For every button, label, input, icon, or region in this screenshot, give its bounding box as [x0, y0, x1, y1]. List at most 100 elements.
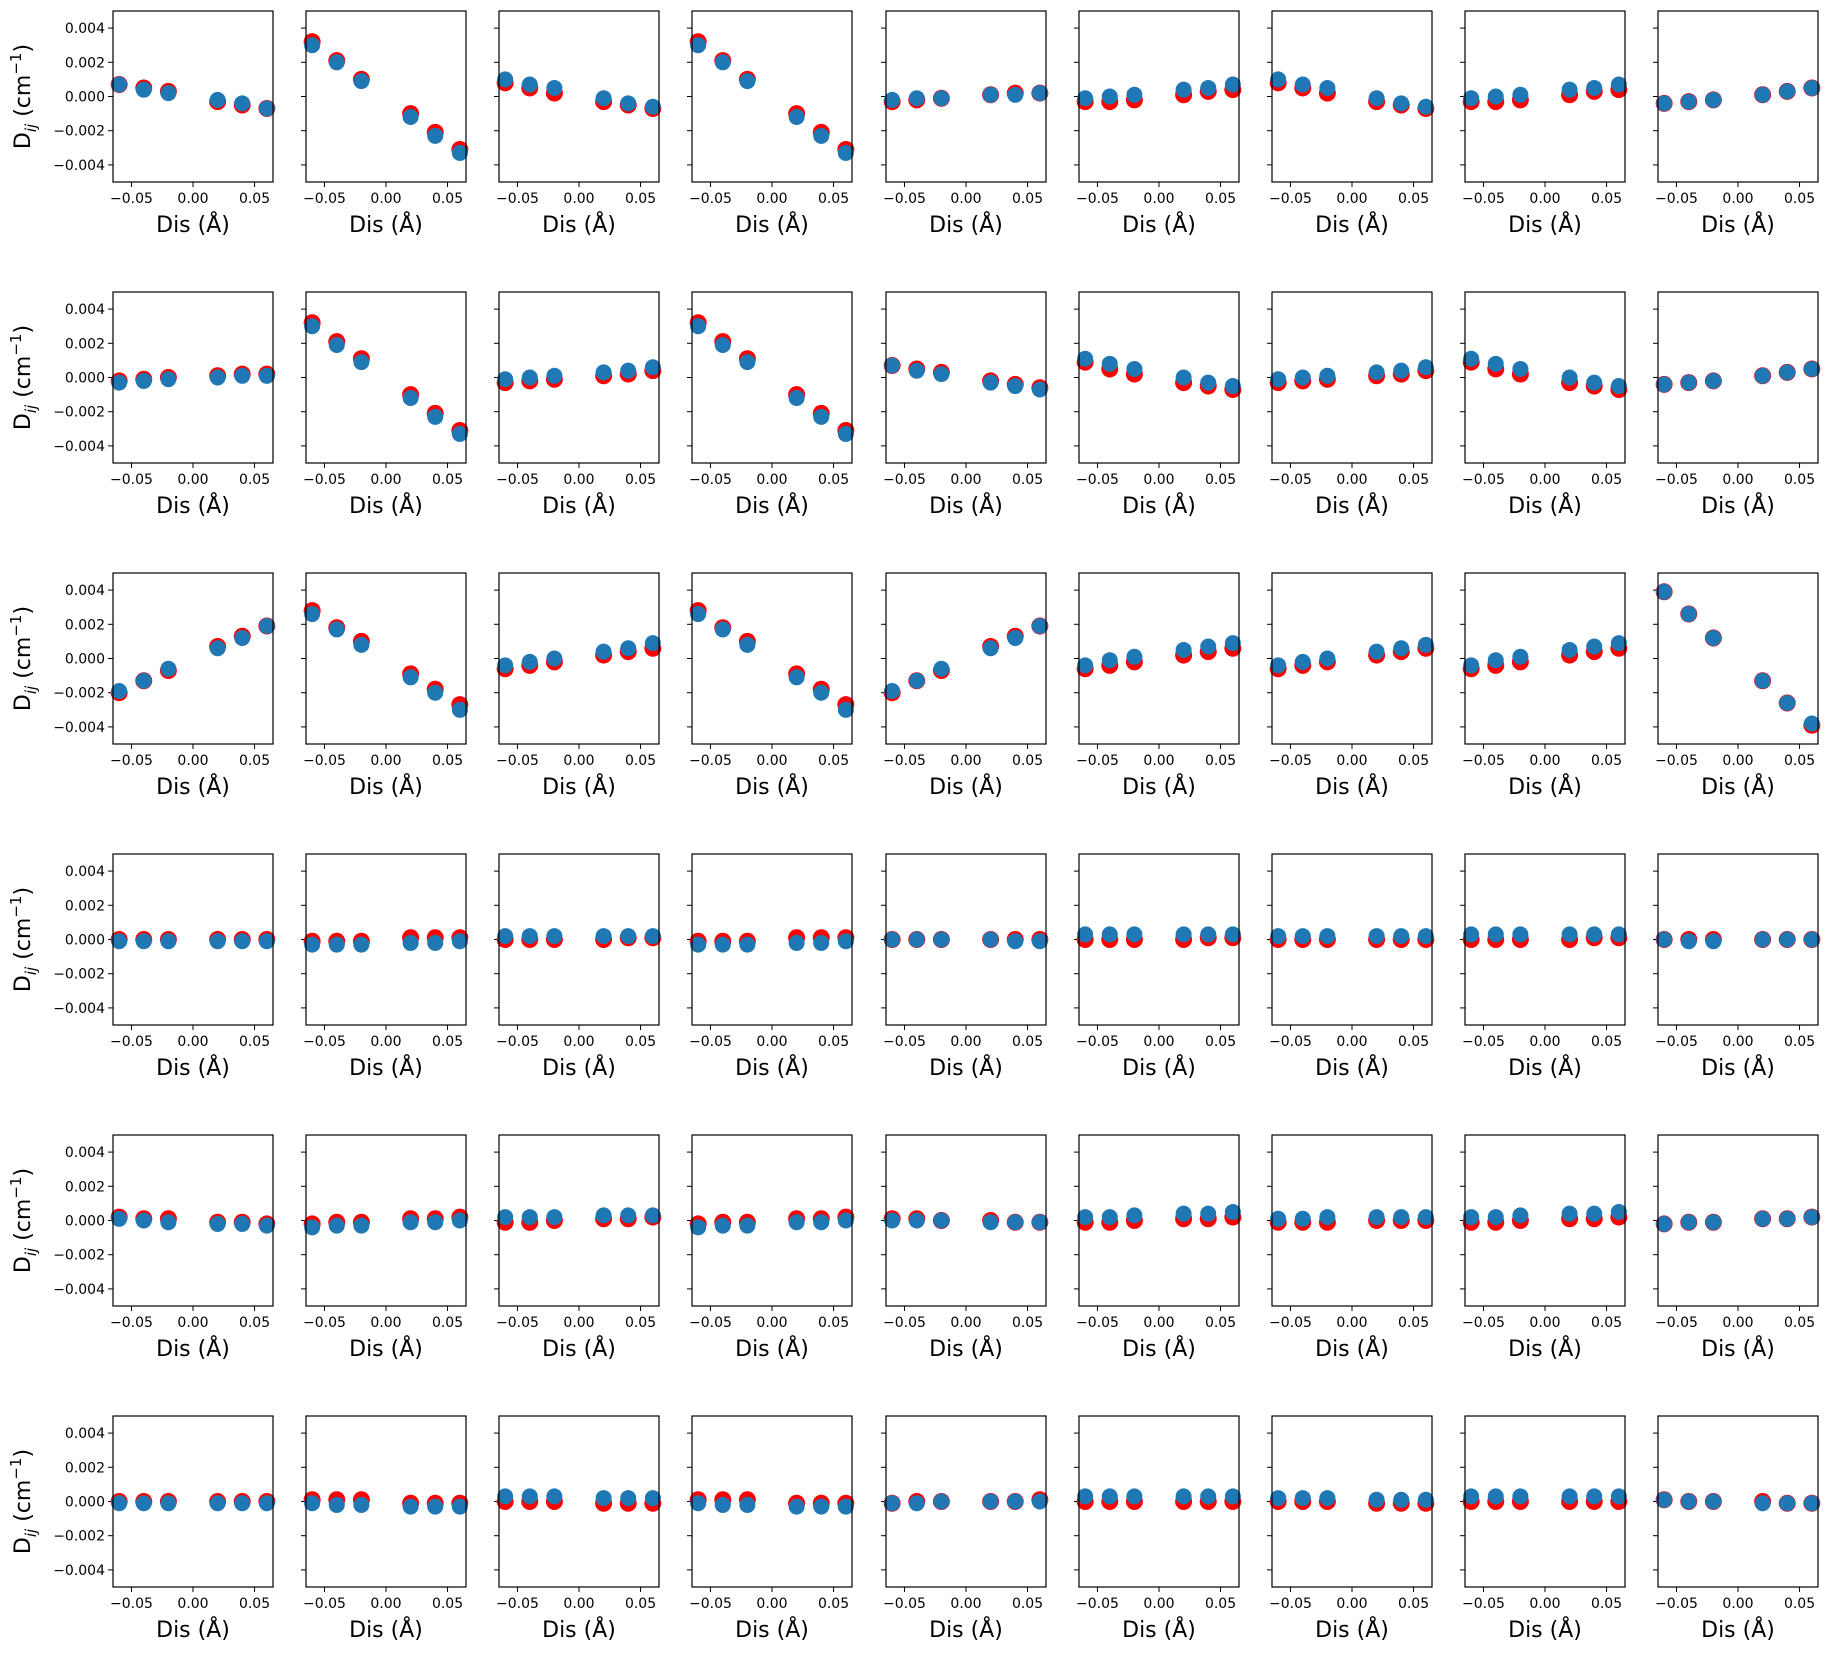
point-blue — [1200, 374, 1217, 391]
point-blue — [328, 1496, 345, 1513]
point-blue — [258, 1217, 275, 1234]
point-blue — [1270, 1490, 1287, 1507]
point-blue — [714, 621, 731, 638]
panel-r4-c7: −0.05 0.00 0.05 Dis (Å) — [1267, 853, 1435, 1081]
x-axis-label: Dis (Å) — [349, 211, 423, 238]
x-tick-label: −0.05 — [883, 1034, 926, 1050]
x-axis-label: Dis (Å) — [156, 492, 230, 519]
x-tick-label: 0.00 — [1722, 1315, 1753, 1331]
x-tick-label: −0.05 — [496, 1034, 539, 1050]
point-blue — [258, 618, 275, 635]
point-blue — [739, 1217, 756, 1234]
point-blue — [1417, 928, 1434, 945]
point-blue — [1512, 1488, 1529, 1505]
point-blue — [1224, 76, 1241, 93]
x-tick-label: 0.00 — [1722, 1596, 1753, 1612]
x-tick-label: 0.05 — [1012, 1034, 1043, 1050]
point-blue — [837, 933, 854, 950]
x-axis-label: Dis (Å) — [349, 492, 423, 519]
x-tick-label: −0.05 — [1462, 1596, 1505, 1612]
point-blue — [1463, 90, 1480, 107]
axes-frame — [1078, 10, 1240, 183]
x-axis-label: Dis (Å) — [542, 1335, 616, 1362]
x-tick-label: 0.00 — [1722, 1034, 1753, 1050]
y-tick-label: 0.004 — [65, 864, 105, 880]
point-blue — [1270, 71, 1287, 88]
point-blue — [1705, 91, 1722, 108]
x-tick-label: −0.05 — [1076, 191, 1119, 207]
point-blue — [1319, 79, 1336, 96]
point-blue — [1417, 98, 1434, 115]
point-blue — [620, 362, 637, 379]
point-blue — [1779, 83, 1796, 100]
y-tick-label: 0.000 — [65, 1495, 105, 1511]
axes-frame — [1464, 10, 1626, 183]
x-tick-label: 0.05 — [239, 191, 270, 207]
ylabel-close: ) — [11, 1449, 36, 1458]
point-blue — [328, 337, 345, 354]
point-blue — [1586, 1488, 1603, 1505]
point-blue — [1561, 1205, 1578, 1222]
point-blue — [1561, 1488, 1578, 1505]
point-blue — [1393, 362, 1410, 379]
ylabel-rest: (cm — [11, 637, 36, 686]
point-blue — [690, 606, 707, 623]
point-blue — [1754, 931, 1771, 948]
x-tick-label: −0.05 — [689, 1034, 732, 1050]
x-tick-label: 0.00 — [563, 191, 594, 207]
panel-r5-c4: −0.05 0.00 0.05 Dis (Å) — [687, 1134, 855, 1362]
point-blue — [1077, 1488, 1094, 1505]
x-axis-label: Dis (Å) — [542, 492, 616, 519]
point-blue — [813, 127, 830, 144]
point-blue — [209, 640, 226, 657]
x-tick-label: −0.05 — [496, 1315, 539, 1331]
point-blue — [234, 629, 251, 646]
point-blue — [933, 931, 950, 948]
point-blue — [234, 367, 251, 384]
point-blue — [160, 660, 177, 677]
point-blue — [1270, 1210, 1287, 1227]
x-axis-label: Dis (Å) — [156, 1335, 230, 1362]
x-tick-label: 0.05 — [1591, 472, 1622, 488]
y-tick-label: −0.004 — [53, 1282, 105, 1298]
point-blue — [328, 1217, 345, 1234]
point-blue — [304, 606, 321, 623]
point-blue — [1007, 1493, 1024, 1510]
y-tick-label: 0.000 — [65, 90, 105, 106]
x-tick-label: −0.05 — [1076, 472, 1119, 488]
point-blue — [209, 369, 226, 386]
panel-r2-c8: −0.05 0.00 0.05 Dis (Å) — [1460, 291, 1628, 519]
point-blue — [1031, 381, 1048, 398]
point-blue — [1007, 378, 1024, 395]
point-blue — [1512, 360, 1529, 377]
ylabel-rest: (cm — [11, 75, 36, 124]
point-blue — [788, 1498, 805, 1515]
x-tick-label: 0.00 — [950, 472, 981, 488]
x-tick-label: 0.05 — [1784, 1596, 1815, 1612]
point-blue — [1101, 355, 1118, 372]
axes-frame — [691, 853, 853, 1026]
x-tick-label: −0.05 — [1655, 1034, 1698, 1050]
x-tick-label: 0.05 — [1784, 1315, 1815, 1331]
ylabel-close: ) — [11, 1168, 36, 1177]
y-tick-label: 0.002 — [65, 617, 105, 633]
x-axis-label: Dis (Å) — [1315, 773, 1389, 800]
point-blue — [1200, 1488, 1217, 1505]
point-blue — [1754, 672, 1771, 689]
point-blue — [451, 1212, 468, 1229]
point-blue — [982, 1214, 999, 1231]
x-tick-label: 0.05 — [1591, 753, 1622, 769]
ylabel-sup: −1 — [7, 896, 25, 918]
x-axis-label: Dis (Å) — [1701, 1054, 1775, 1081]
x-tick-label: −0.05 — [1076, 1596, 1119, 1612]
point-blue — [1368, 928, 1385, 945]
point-blue — [908, 1212, 925, 1229]
point-blue — [328, 621, 345, 638]
point-blue — [353, 1496, 370, 1513]
panel-r3-c5: −0.05 0.00 0.05 Dis (Å) — [881, 572, 1049, 800]
point-blue — [1077, 657, 1094, 674]
x-tick-label: −0.05 — [689, 472, 732, 488]
ylabel-main: D — [11, 1537, 36, 1554]
panel-r2-c3: −0.05 0.00 0.05 Dis (Å) — [494, 291, 662, 519]
panel-r2-c4: −0.05 0.00 0.05 Dis (Å) — [687, 291, 855, 519]
